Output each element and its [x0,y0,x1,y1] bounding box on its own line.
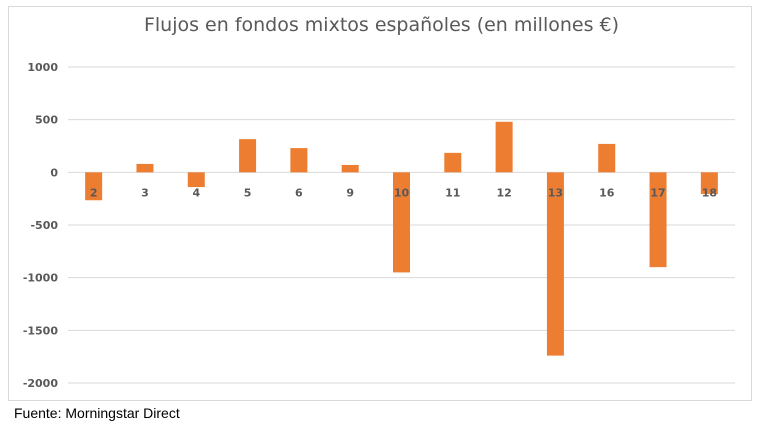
x-tick-label: 16 [599,186,615,199]
y-tick-label: 500 [35,114,58,127]
bar-17 [649,172,667,268]
x-tick-label: 4 [192,186,200,199]
bars [85,121,718,356]
x-tick-label: 3 [141,186,149,199]
y-tick-label: 1000 [27,61,58,74]
x-tick-label: 12 [496,186,511,199]
bar-2 [85,172,103,201]
bar-13 [546,172,564,356]
x-tick-label: 13 [548,186,563,199]
y-tick-label: 0 [50,166,58,179]
x-tick-label: 5 [244,186,252,199]
y-axis-ticks: 1000 500 0 -500 -1000 -1500 -2000 [23,61,59,390]
x-tick-label: 11 [445,186,460,199]
bar-12 [495,121,513,173]
x-tick-label: 17 [650,186,665,199]
x-tick-label: 10 [394,186,410,199]
y-tick-label: -2000 [23,377,59,390]
bar-3 [136,163,154,173]
y-tick-label: -1500 [23,324,59,337]
x-tick-label: 18 [702,186,717,199]
bar-11 [444,152,462,173]
bar-6 [290,148,308,173]
x-tick-label: 6 [295,186,303,199]
chart-frame [8,6,752,401]
bar-9 [341,164,359,173]
chart-title: Flujos en fondos mixtos españoles (en mi… [143,14,620,36]
bar-5 [239,139,257,173]
bar-18 [700,172,718,194]
x-tick-label: 2 [90,186,98,199]
bar-4 [187,172,205,188]
y-tick-label: -1000 [23,272,59,285]
x-tick-label: 9 [346,186,354,199]
bar-10 [393,172,410,273]
y-tick-label: -500 [30,219,58,232]
x-axis-ticks: 2 3 4 5 6 9 10 11 12 13 16 17 18 [90,186,717,199]
source-note: Fuente: Morningstar Direct [14,405,180,421]
bar-16 [598,143,616,173]
